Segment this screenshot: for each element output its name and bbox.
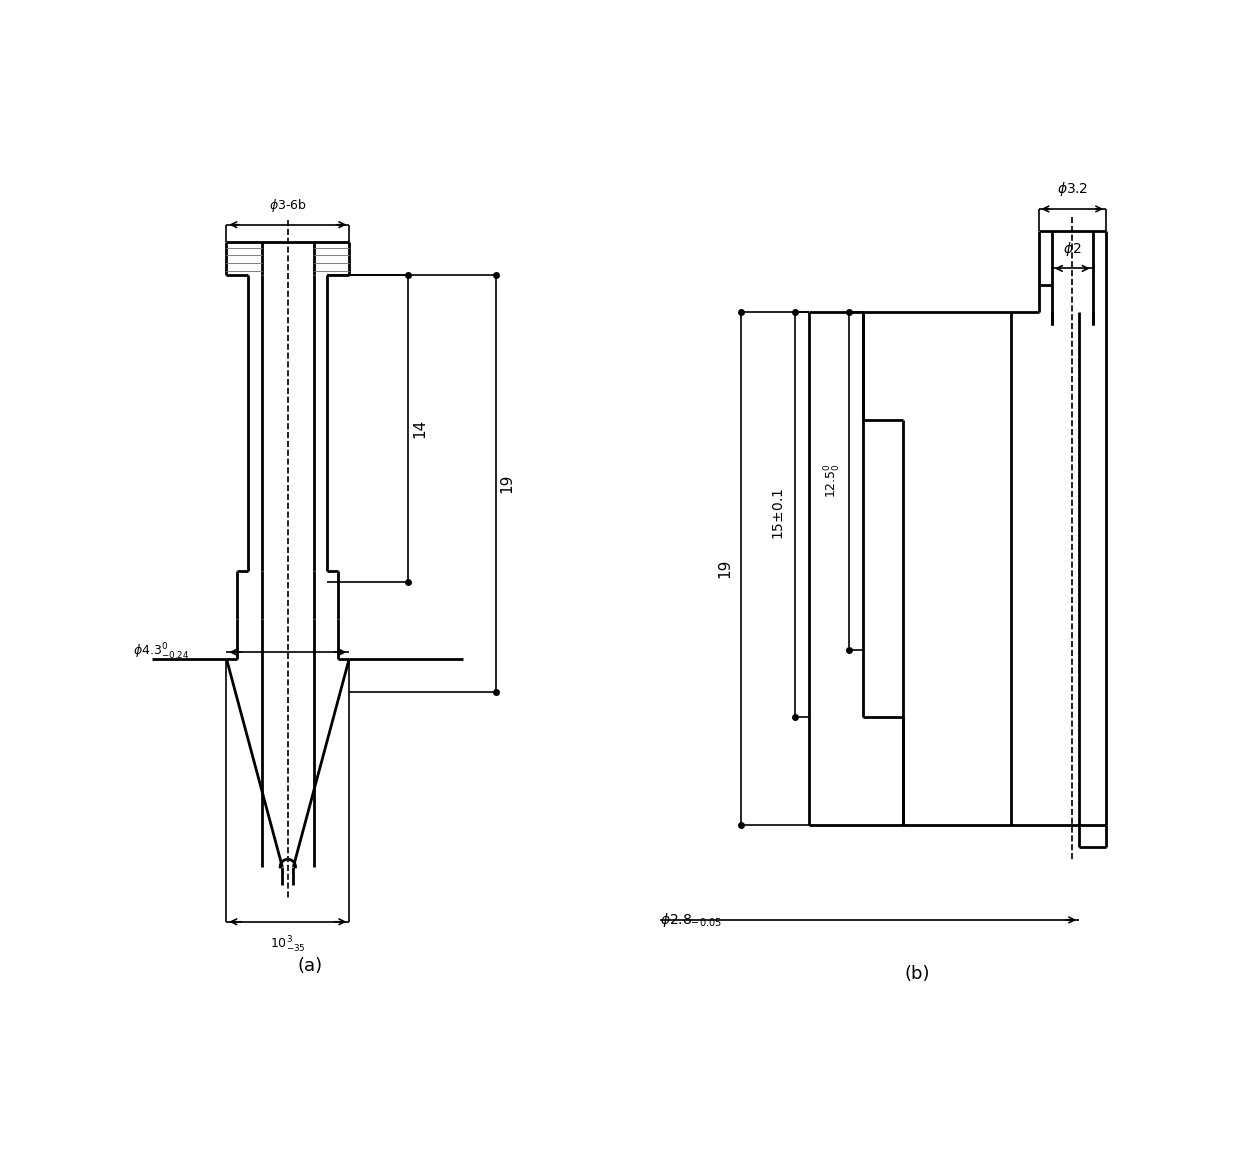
Text: $\phi$2.8$_{-0.05}$: $\phi$2.8$_{-0.05}$	[660, 911, 722, 929]
Text: 14: 14	[411, 419, 427, 438]
Text: 12.5$^{0}_{0}$: 12.5$^{0}_{0}$	[823, 463, 843, 498]
Text: 19: 19	[499, 474, 514, 494]
Text: $10^3_{-35}$: $10^3_{-35}$	[270, 935, 306, 954]
Text: $\phi$4.3$^0_{-0.24}$: $\phi$4.3$^0_{-0.24}$	[133, 643, 190, 662]
Text: 19: 19	[717, 559, 732, 579]
Text: (a): (a)	[297, 957, 322, 974]
Text: 15$\pm$0.1: 15$\pm$0.1	[772, 489, 786, 540]
Text: $\phi$3-6b: $\phi$3-6b	[269, 197, 307, 214]
Text: $\phi$2: $\phi$2	[1063, 240, 1082, 257]
Text: $\phi$3.2: $\phi$3.2	[1057, 180, 1088, 198]
Text: (b): (b)	[904, 965, 929, 982]
